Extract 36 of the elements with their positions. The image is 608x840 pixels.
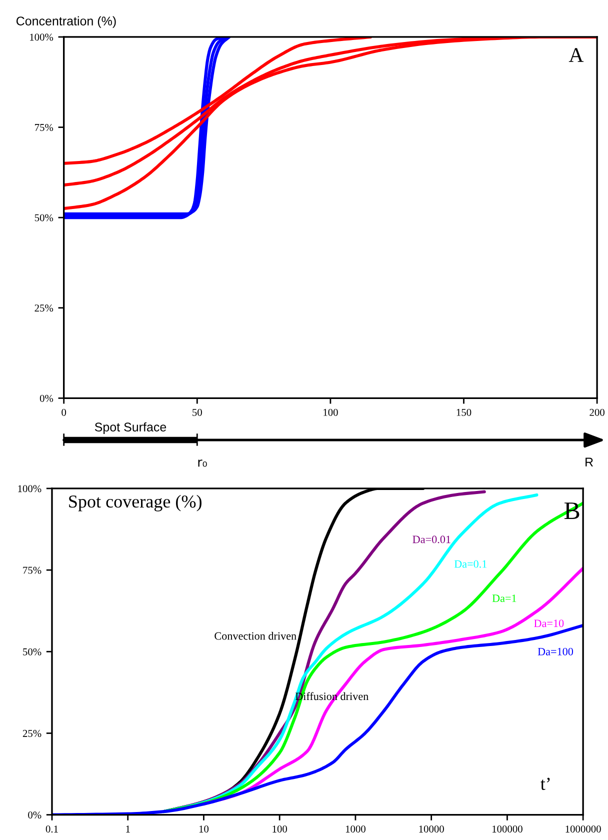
x-tick-label: 100 (324, 408, 338, 416)
y-tick-label: 25% (34, 304, 54, 312)
y-tick-label: 0% (40, 394, 54, 402)
y-tick-label: 100% (30, 34, 54, 41)
x-tick-label: 1 (126, 826, 130, 832)
x-tick-label: 0 (62, 408, 66, 416)
annotation: Convection driven (214, 632, 296, 640)
y-axis-title: Spot coverage (%) (69, 494, 202, 512)
x-tick-label: 1000000 (566, 826, 601, 833)
x-tick-label: 10 (199, 826, 209, 833)
y-tick-label: 25% (22, 730, 42, 737)
series-label: Da=100 (538, 648, 574, 656)
text: R (586, 458, 593, 466)
x-tick-label: 1000 (346, 826, 366, 833)
y-tick-label: 100% (18, 485, 42, 492)
text: Spot Surface (94, 422, 166, 434)
x-tick-label: 100000 (492, 826, 522, 833)
series-label: Da=0.01 (412, 536, 450, 544)
x-axis-title: t’ (540, 778, 550, 790)
y-tick-label: 50% (23, 648, 42, 656)
x-tick-label: 150 (456, 408, 472, 416)
y-tick-label: 0% (28, 811, 42, 819)
x-tick-label: 200 (590, 408, 604, 416)
x-tick-label: 50 (192, 408, 202, 416)
x-tick-label: 100 (272, 826, 288, 833)
text: r₀ (198, 460, 207, 467)
y-tick-label: 50% (34, 214, 54, 222)
x-tick-label: 10000 (419, 826, 444, 833)
annotation: A (568, 48, 584, 62)
x-tick-label: 0.1 (46, 826, 58, 833)
series-label: Da=10 (534, 620, 564, 628)
series-label: Da=1 (492, 594, 516, 602)
y-tick-label: 75% (35, 124, 54, 132)
y-axis-title: Concentration (%) (16, 16, 116, 28)
y-tick-label: 75% (23, 566, 42, 574)
series-label: Da=0.1 (454, 560, 487, 568)
